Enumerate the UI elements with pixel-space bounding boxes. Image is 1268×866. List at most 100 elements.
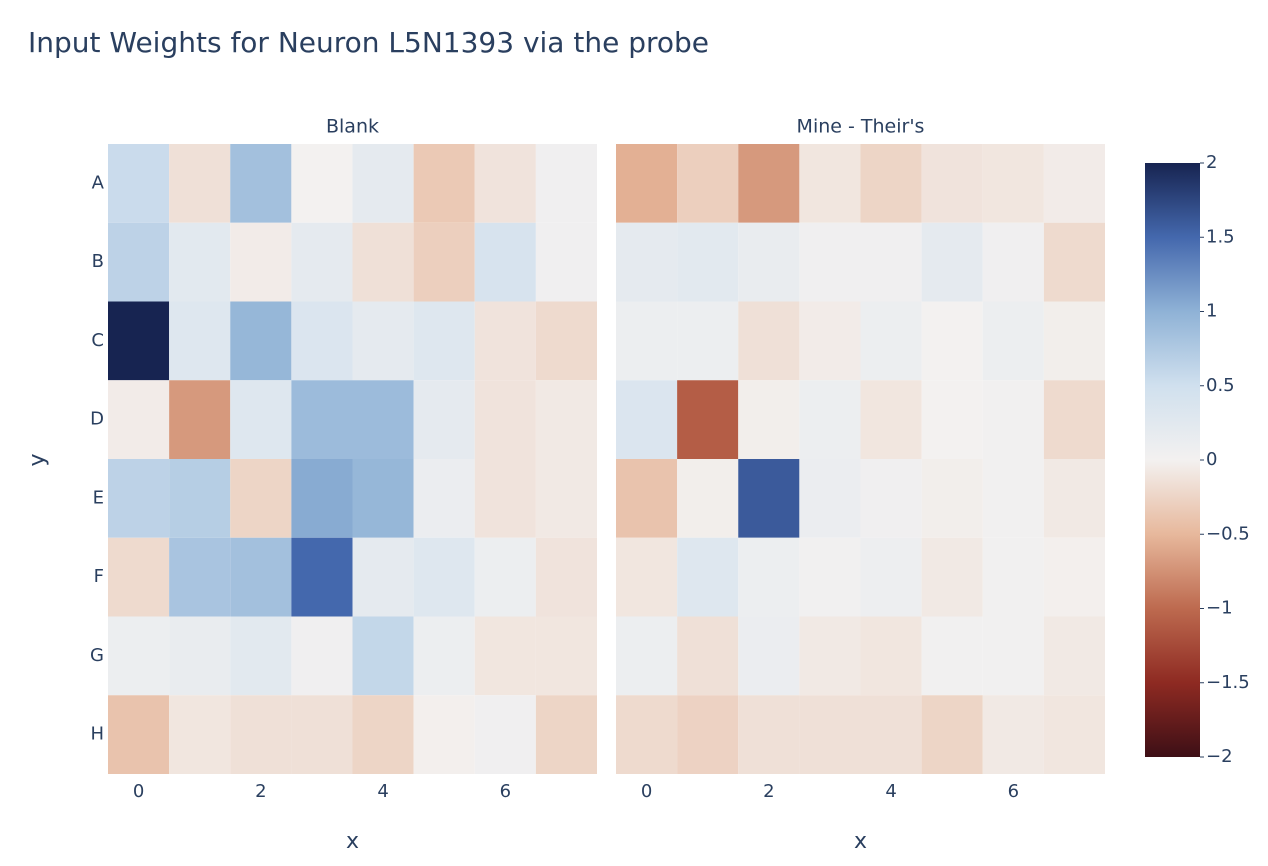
heatmap-cell [169, 616, 231, 696]
heatmap-cell [230, 459, 292, 538]
heatmap-cell [677, 222, 739, 302]
y-tick-label: D [90, 409, 104, 430]
subplot-title: Mine - Their's [797, 116, 925, 138]
heatmap-cell [474, 222, 536, 302]
heatmap-cell [230, 301, 292, 381]
heatmap-cell [291, 616, 353, 696]
heatmap-cell [982, 459, 1044, 538]
heatmap-cell [1043, 222, 1105, 302]
colorbar-tick-label: −1 [1206, 598, 1233, 619]
heatmap-cell [860, 537, 922, 617]
heatmap-cell [616, 301, 678, 381]
heatmap-cell [352, 380, 414, 459]
heatmap-cell [474, 301, 536, 381]
heatmap-cell [799, 695, 861, 774]
heatmap-cell [169, 301, 231, 381]
heatmap-cell [799, 380, 861, 459]
heatmap-cell [738, 301, 800, 381]
heatmap-cell [799, 222, 861, 302]
heatmap-cell [230, 144, 292, 223]
heatmap-cell [921, 616, 983, 696]
x-tick-label: 6 [1008, 781, 1019, 802]
heatmap-cell [616, 616, 678, 696]
heatmap-cell [616, 144, 678, 223]
heatmap-cell [738, 616, 800, 696]
heatmap-cell [738, 537, 800, 617]
heatmap-cell [413, 537, 475, 617]
colorbar-tick-label: 0 [1206, 449, 1217, 470]
y-tick-label: E [93, 487, 104, 508]
y-tick-label: G [90, 645, 104, 666]
heatmap-cell [474, 616, 536, 696]
y-tick-label: B [92, 251, 104, 272]
heatmap-cell [535, 459, 597, 538]
heatmap-cell [352, 616, 414, 696]
colorbar-tick-label: 2 [1206, 152, 1217, 173]
heatmap-cell [982, 301, 1044, 381]
heatmap-cell [352, 222, 414, 302]
heatmap-cell [738, 695, 800, 774]
heatmap-cell [921, 695, 983, 774]
heatmap-cell [738, 144, 800, 223]
heatmap-cell [860, 616, 922, 696]
heatmap-cell [799, 301, 861, 381]
heatmap-cell [860, 301, 922, 381]
colorbar-tick-label: 0.5 [1206, 375, 1235, 396]
heatmap-cell [291, 459, 353, 538]
heatmap-cell [799, 616, 861, 696]
heatmap-cell [982, 222, 1044, 302]
heatmap-cell [352, 459, 414, 538]
heatmap-cell [738, 222, 800, 302]
heatmap-cell [108, 616, 170, 696]
heatmap-cell [352, 695, 414, 774]
heatmap-cell [169, 537, 231, 617]
x-axis-label: x [854, 829, 867, 854]
heatmap-cell [799, 537, 861, 617]
heatmap-cell [291, 695, 353, 774]
heatmap-cell [921, 380, 983, 459]
heatmap-cell [616, 222, 678, 302]
heatmap-cell [860, 459, 922, 538]
x-tick-label: 2 [763, 781, 774, 802]
heatmap-cell [1043, 144, 1105, 223]
heatmap-cell [738, 380, 800, 459]
heatmap-cell [474, 380, 536, 459]
heatmap-cell [352, 144, 414, 223]
heatmap-cell [291, 380, 353, 459]
heatmap-cell [108, 222, 170, 302]
heatmap-cell [535, 695, 597, 774]
heatmap-cell [413, 616, 475, 696]
y-tick-label: C [91, 330, 104, 351]
heatmap-cell [860, 144, 922, 223]
heatmap-cell [677, 144, 739, 223]
heatmap-cell [535, 616, 597, 696]
y-tick-label: H [90, 724, 104, 745]
heatmap-cell [616, 695, 678, 774]
heatmap-cell [1043, 616, 1105, 696]
heatmap-cell [108, 459, 170, 538]
heatmap-cell [291, 537, 353, 617]
heatmap-cell [413, 222, 475, 302]
heatmap-cell [921, 537, 983, 617]
heatmap-cell [291, 222, 353, 302]
heatmap-cell [921, 222, 983, 302]
heatmap-cell [1043, 695, 1105, 774]
heatmap-cell [169, 144, 231, 223]
x-axis-label: x [346, 829, 359, 854]
colorbar [1145, 163, 1200, 757]
heatmap-cell [1043, 380, 1105, 459]
colorbar-tick-label: −2 [1206, 746, 1233, 767]
heatmap-cell [413, 301, 475, 381]
y-axis-label: y [25, 453, 50, 466]
heatmap-cell [535, 301, 597, 381]
heatmap-cell [169, 222, 231, 302]
heatmap-cell [799, 144, 861, 223]
x-tick-label: 0 [641, 781, 652, 802]
heatmap-cell [982, 144, 1044, 223]
heatmap-cell [413, 380, 475, 459]
heatmap-cell [860, 222, 922, 302]
colorbar-tick-label: −1.5 [1206, 672, 1250, 693]
subplot-title: Blank [326, 116, 379, 138]
heatmap-cell [474, 537, 536, 617]
heatmap-cell [535, 537, 597, 617]
